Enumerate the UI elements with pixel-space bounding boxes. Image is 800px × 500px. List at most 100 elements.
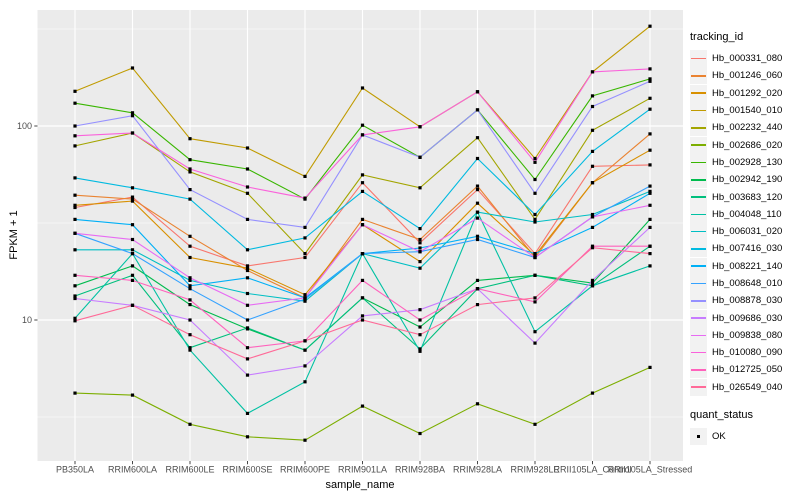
- legend-entry-label: Hb_004048_110: [712, 208, 782, 220]
- legend-entry-label: Hb_002942_190: [712, 174, 783, 186]
- data-point: [303, 174, 307, 178]
- data-point: [188, 348, 192, 352]
- legend-entry-label: Hb_008221_140: [712, 260, 783, 272]
- data-point: [360, 296, 365, 300]
- legend-entry-label: Hb_002686_020: [712, 139, 783, 151]
- data-point: [188, 346, 192, 350]
- legend-entry-label: Hb_000331_080: [712, 53, 783, 65]
- data-point: [360, 123, 365, 127]
- data-point: [533, 300, 537, 304]
- data-point: [188, 188, 192, 192]
- data-point: [533, 160, 537, 164]
- x-tick-label: PB350LA: [56, 465, 94, 475]
- legend-line-icon: [691, 386, 706, 389]
- legend-key-swatch: [690, 240, 707, 258]
- data-point: [130, 66, 135, 70]
- data-point: [245, 185, 250, 189]
- data-point: [130, 223, 135, 227]
- legend-key-swatch: [690, 119, 707, 137]
- data-point: [73, 248, 77, 252]
- data-point: [130, 303, 135, 307]
- legend-entry-Hb_001246_060: Hb_001246_060: [690, 67, 783, 85]
- quant-ok-key: [690, 428, 707, 446]
- legend-entry-Hb_004048_110: Hb_004048_110: [690, 205, 782, 223]
- data-point: [130, 273, 135, 277]
- legend-entry-label: Hb_002232_440: [712, 122, 783, 134]
- legend-key-swatch: [690, 344, 707, 362]
- data-point: [648, 264, 652, 268]
- legend-entry-label: Hb_007416_030: [712, 243, 783, 255]
- data-point: [188, 197, 192, 201]
- data-point: [73, 203, 77, 207]
- data-point: [360, 181, 365, 185]
- legend-entry-Hb_001540_010: Hb_001540_010: [690, 102, 782, 120]
- legend-line-icon: [691, 75, 706, 77]
- data-point: [648, 365, 652, 369]
- legend-entry-Hb_008878_030: Hb_008878_030: [690, 292, 783, 310]
- legend-entry-Hb_009686_030: Hb_009686_030: [690, 309, 782, 327]
- x-tick-label: RRII105LA_Control: [553, 465, 631, 475]
- data-point: [533, 212, 537, 217]
- data-point: [475, 210, 480, 214]
- data-point: [73, 316, 77, 320]
- data-point: [648, 203, 652, 207]
- data-point: [188, 422, 192, 426]
- data-point: [418, 237, 422, 242]
- legend-entry-label: Hb_001292_020: [712, 87, 783, 99]
- data-point: [303, 252, 307, 256]
- x-tick-label: RRIM928BA: [395, 465, 445, 475]
- legend-entry-label: Hb_009838_080: [712, 329, 783, 341]
- data-point: [73, 294, 77, 298]
- data-point: [533, 252, 537, 256]
- legend-line-icon: [691, 196, 706, 198]
- x-tick-label: RRIM901LA: [338, 465, 387, 475]
- data-point: [245, 146, 250, 150]
- data-point: [590, 284, 595, 288]
- x-tick-label: RRIM600PE: [280, 465, 330, 475]
- data-point: [188, 287, 192, 291]
- data-point: [475, 287, 480, 291]
- data-point: [418, 250, 422, 254]
- data-point: [245, 318, 250, 322]
- data-point: [188, 303, 192, 307]
- legend-line-icon: [691, 369, 706, 371]
- data-point: [188, 170, 192, 174]
- data-point: [590, 212, 595, 217]
- data-point: [533, 217, 537, 221]
- data-point: [303, 225, 307, 229]
- legend-entry-label: Hb_008878_030: [712, 295, 783, 307]
- data-point: [533, 191, 537, 195]
- data-point: [533, 296, 537, 300]
- y-tick-label: 10: [22, 315, 32, 325]
- legend-entry-label: Hb_001246_060: [712, 70, 783, 82]
- data-point: [130, 114, 135, 118]
- legend-key-swatch: [690, 292, 707, 310]
- data-point: [73, 134, 77, 138]
- legend-key-swatch: [690, 275, 707, 292]
- data-point: [590, 164, 595, 168]
- y-axis-title: FPKM + 1: [8, 210, 20, 260]
- data-point: [418, 325, 422, 329]
- data-point: [360, 404, 365, 408]
- data-point: [648, 132, 652, 136]
- data-point: [188, 318, 192, 322]
- data-point: [245, 276, 250, 280]
- data-point: [475, 234, 480, 238]
- legend-entry-Hb_001292_020: Hb_001292_020: [690, 84, 783, 102]
- data-point: [648, 67, 652, 71]
- data-point: [648, 191, 652, 195]
- data-point: [590, 94, 595, 98]
- data-point: [360, 173, 365, 177]
- x-tick-label: RRIM928LA: [453, 465, 502, 475]
- data-point: [245, 248, 250, 252]
- data-point: [73, 217, 77, 221]
- data-point: [360, 86, 365, 90]
- data-point: [303, 380, 307, 384]
- data-point: [245, 264, 250, 268]
- legend-line-icon: [691, 265, 706, 267]
- legend-line-icon: [691, 213, 706, 216]
- legend-entry-Hb_002942_190: Hb_002942_190: [690, 171, 783, 189]
- data-point: [533, 255, 537, 260]
- data-point: [418, 241, 422, 245]
